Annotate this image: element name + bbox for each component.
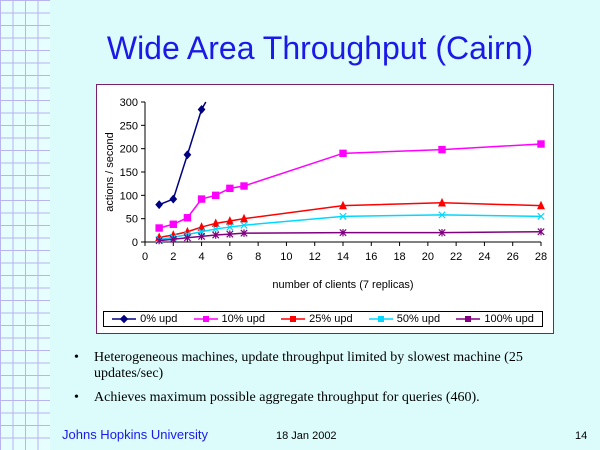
legend-label: 0% upd	[140, 313, 178, 325]
data-point	[225, 216, 234, 225]
data-point	[212, 191, 220, 200]
x-tick-label: 2	[170, 251, 176, 263]
series-line	[158, 101, 207, 206]
bullet-item: Achieves maximum possible aggregate thro…	[70, 390, 580, 406]
x-tick-label: 0	[142, 251, 148, 263]
data-point	[438, 145, 446, 154]
data-point	[226, 230, 234, 238]
footer-organization: Johns Hopkins University	[62, 427, 208, 442]
data-point	[438, 211, 446, 219]
series-line	[159, 214, 542, 241]
bullet-list: Heterogeneous machines, update throughpu…	[70, 350, 580, 414]
chart-legend: 0% upd 10% upd 25% upd 50% upd 100% upd	[103, 311, 543, 327]
data-point	[183, 150, 192, 160]
y-tick-label: 200	[120, 144, 138, 156]
data-point	[339, 149, 347, 158]
x-tick-label: 14	[337, 251, 349, 263]
y-tick-label: 300	[120, 97, 138, 109]
data-point	[197, 105, 206, 114]
data-point	[197, 222, 206, 231]
series-line	[159, 230, 542, 242]
legend-entry: 25% upd	[281, 313, 353, 325]
data-point	[537, 212, 545, 220]
legend-label: 100% upd	[484, 313, 534, 325]
data-point	[339, 212, 347, 220]
data-point	[226, 184, 234, 193]
legend-label: 50% upd	[396, 313, 441, 325]
footer-date: 18 Jan 2002	[276, 430, 337, 442]
legend-label: 10% upd	[221, 313, 265, 325]
legend-entry: 50% upd	[368, 313, 441, 325]
x-tick-label: 28	[535, 251, 547, 263]
x-tick-label: 6	[227, 251, 233, 263]
y-tick-label: 0	[132, 237, 138, 249]
data-point	[240, 229, 248, 237]
data-point	[183, 234, 192, 242]
x-tick-label: 26	[507, 251, 519, 263]
y-tick-label: 50	[126, 214, 138, 226]
data-point	[183, 214, 192, 222]
data-point	[537, 228, 545, 236]
slide-title: Wide Area Throughput (Cairn)	[106, 30, 534, 66]
y-axis-label: actions / second	[104, 132, 116, 212]
data-point	[155, 224, 163, 232]
x-axis-label: number of clients (7 replicas)	[272, 279, 413, 291]
legend-swatch	[193, 316, 218, 322]
data-point	[197, 195, 206, 203]
x-tick-label: 4	[199, 251, 205, 263]
data-point	[169, 194, 178, 204]
data-point	[197, 232, 206, 241]
x-tick-label: 12	[309, 251, 321, 263]
data-point	[240, 182, 248, 190]
data-point	[212, 225, 220, 233]
x-tick-label: 10	[280, 251, 292, 263]
data-point	[211, 218, 220, 228]
y-tick-label: 250	[120, 120, 138, 132]
legend-swatch	[112, 314, 137, 324]
data-point	[537, 140, 545, 148]
legend-entry: 10% upd	[193, 313, 265, 325]
legend-swatch	[368, 316, 393, 322]
legend-entry: 100% upd	[456, 313, 534, 325]
data-point	[212, 231, 220, 239]
decorative-grid	[0, 0, 50, 450]
data-point	[169, 235, 177, 243]
data-point	[155, 200, 164, 210]
series-line	[159, 202, 542, 239]
x-tick-label: 22	[450, 251, 462, 263]
data-point	[155, 236, 163, 245]
x-tick-label: 24	[478, 251, 490, 263]
legend-label: 25% upd	[309, 313, 353, 325]
data-point	[339, 200, 347, 210]
data-point	[240, 213, 248, 223]
data-point	[339, 228, 347, 237]
legend-entry: 0% upd	[112, 313, 177, 325]
data-point	[537, 200, 545, 210]
data-point	[240, 221, 248, 229]
legend-swatch	[281, 316, 306, 322]
y-tick-label: 150	[120, 167, 138, 179]
series-line	[158, 143, 542, 229]
page-number: 14	[575, 430, 588, 442]
y-tick-label: 100	[120, 190, 138, 202]
legend-swatch	[456, 316, 481, 322]
x-tick-label: 20	[422, 251, 434, 263]
data-point	[438, 228, 446, 237]
bullet-item: Heterogeneous machines, update throughpu…	[70, 350, 580, 382]
x-tick-label: 16	[365, 251, 377, 263]
data-point	[169, 220, 177, 228]
data-point	[226, 223, 234, 231]
chart: 0 50 100 150 200 250 300 0 2 4 6 8 10 12 14 16 18 20 22 24 2…	[96, 84, 554, 334]
x-tick-label: 18	[393, 251, 405, 263]
x-tick-label: 8	[255, 251, 261, 263]
data-point	[438, 197, 446, 207]
